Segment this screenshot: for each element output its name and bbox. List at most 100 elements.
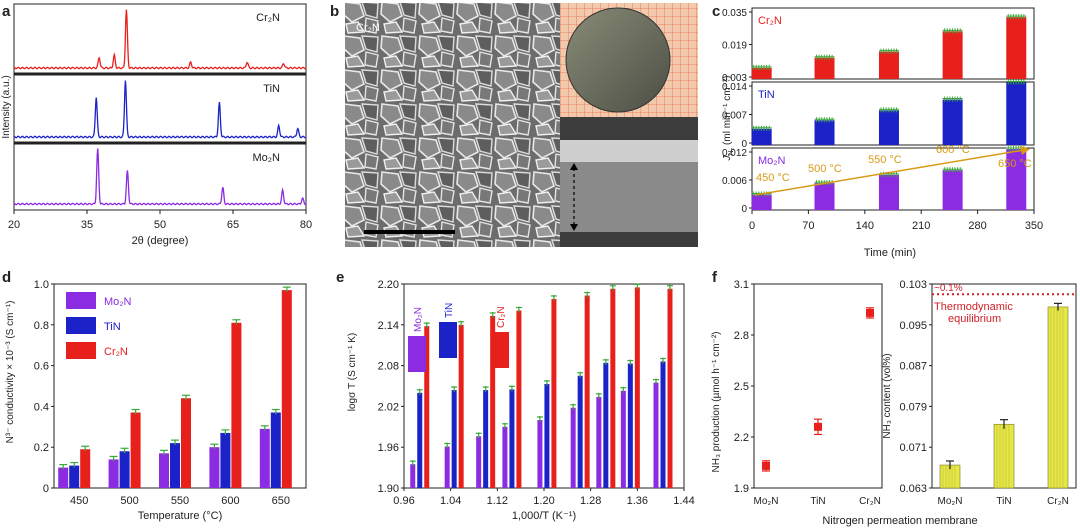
y-tick-label: 0.087	[899, 361, 927, 373]
y-tick-label: 0.019	[722, 41, 747, 52]
ammonia-panel: 1.9 2.2 2.5 2.8 3.1 Mo₂N TiN Cr₂N 0.063 0.071 0.0…	[711, 279, 1077, 527]
y-tick-label: 2.5	[734, 381, 749, 393]
y-tick-label: 0.014	[722, 82, 747, 93]
x-tick-label: 450	[70, 495, 88, 507]
xrd-label-cr2n: Cr₂N	[256, 12, 280, 24]
arrhenius-bar	[451, 390, 457, 488]
conductivity-bar	[69, 465, 80, 488]
arrhenius-bar	[502, 426, 508, 488]
arrhenius-bar	[610, 288, 616, 488]
conductivity-bar	[209, 447, 220, 488]
y-tick-label: 0.063	[899, 483, 927, 495]
legend-swatch	[408, 336, 426, 372]
panel-label-a: a	[2, 3, 11, 20]
flux-panel: 0.003 0.019 0.035 Cr₂N 0 0.007 0.014 TiN 0 0.006 0…	[722, 7, 1043, 259]
xrd-label-tin: TiN	[263, 83, 280, 95]
x-tick-label: Mo₂N	[938, 496, 963, 507]
flux-bar	[751, 67, 772, 79]
x-tick-label: 0.96	[393, 495, 414, 507]
flux-bar	[1006, 82, 1027, 145]
xrd-frame	[13, 3, 307, 211]
y-tick-label: 2.14	[378, 320, 399, 332]
data-point	[762, 461, 770, 470]
x-tick-label: 0	[749, 220, 755, 232]
conductivity-bar	[220, 432, 231, 488]
conductivity-x-label: Temperature (°C)	[138, 510, 222, 522]
x-tick-label: 210	[912, 220, 930, 232]
temperature-label: 650 °C	[998, 158, 1032, 170]
arrhenius-bar	[483, 390, 489, 488]
conductivity-bar	[270, 412, 281, 488]
y-tick-label: 0.003	[722, 73, 747, 84]
cross-section-top-layer	[560, 140, 698, 162]
y-tick-label: 0.007	[722, 111, 747, 122]
y-tick-label: 0.095	[899, 320, 927, 332]
flux-bar	[751, 194, 772, 210]
legend-swatch	[491, 332, 509, 368]
legend-label: Mo₂N	[104, 296, 132, 308]
arrow-head-down-icon	[570, 224, 578, 231]
y-tick-label: 2.2	[734, 432, 749, 444]
arrhenius-bar	[551, 298, 557, 488]
arrhenius-bar	[653, 382, 659, 488]
conductivity-bar	[231, 322, 242, 488]
x-tick-label: Mo₂N	[754, 496, 779, 507]
conductivity-bar	[259, 428, 270, 488]
arrhenius-x-label: 1,000/T (K⁻¹)	[512, 510, 576, 522]
y-tick-label: 0.2	[34, 442, 49, 454]
y-tick-label: 2.02	[378, 401, 399, 413]
flux-bar	[1006, 17, 1027, 79]
temperature-label: 500 °C	[808, 163, 842, 175]
arrhenius-bar	[490, 315, 496, 488]
flux-bar	[751, 128, 772, 145]
x-tick-label: 140	[856, 220, 874, 232]
panel-label-e: e	[336, 269, 344, 286]
legend-label: TiN	[444, 303, 455, 318]
production-frame	[753, 283, 883, 489]
xrd-y-label: Intensity (a.u.)	[1, 75, 12, 138]
x-tick-label: 1.20	[533, 495, 554, 507]
y-tick-label: 0	[741, 204, 747, 215]
panel-label-c: c	[712, 3, 720, 20]
sem-surface-image	[345, 3, 560, 247]
temperature-label: 550 °C	[868, 154, 902, 166]
arrhenius-bar	[417, 392, 423, 488]
xrd-trace	[13, 80, 307, 139]
y-tick-label: 1.96	[378, 442, 399, 454]
y-tick-label: 0.071	[899, 442, 927, 454]
conductivity-bar	[130, 412, 141, 488]
x-tick-label: TiN	[996, 496, 1011, 507]
flux-bar	[878, 174, 899, 210]
xrd-trace	[13, 148, 307, 206]
x-tick-label: 70	[802, 220, 814, 232]
x-tick-label: Cr₂N	[859, 496, 881, 507]
x-tick-label: 65	[227, 219, 239, 231]
flux-bar	[942, 31, 963, 79]
data-point	[814, 422, 822, 431]
temperature-label: 600 °C	[936, 144, 970, 156]
xrd-trace	[13, 9, 307, 70]
equilibrium-value: ~0.1%	[934, 283, 963, 294]
conductivity-bar	[159, 453, 169, 488]
x-tick-label: Cr₂N	[1047, 496, 1069, 507]
flux-bar	[878, 110, 899, 145]
y-tick-label: 2.08	[378, 361, 399, 373]
flux-bar	[814, 57, 835, 79]
equilibrium-label: Thermodynamic	[934, 301, 1013, 313]
y-tick-label: 0.035	[722, 8, 747, 19]
arrhenius-bar	[627, 363, 633, 488]
arrow-head-icon	[1020, 146, 1030, 155]
arrhenius-bar	[577, 375, 583, 488]
legend-label: Cr₂N	[104, 346, 128, 358]
y-tick-label: 0	[741, 139, 747, 150]
y-tick-label: 1.90	[378, 483, 399, 495]
y-tick-label: 0.8	[34, 320, 49, 332]
shared-x-label: Nitrogen permeation membrane	[822, 515, 977, 527]
arrhenius-bar	[603, 362, 609, 488]
flux-y-label: JN₂ (ml min⁻¹ cm⁻²)	[722, 76, 735, 162]
legend-swatch	[66, 317, 96, 334]
conductivity-bar	[281, 290, 292, 488]
y-tick-label: 0.012	[722, 148, 747, 159]
arrhenius-bar	[620, 390, 626, 488]
